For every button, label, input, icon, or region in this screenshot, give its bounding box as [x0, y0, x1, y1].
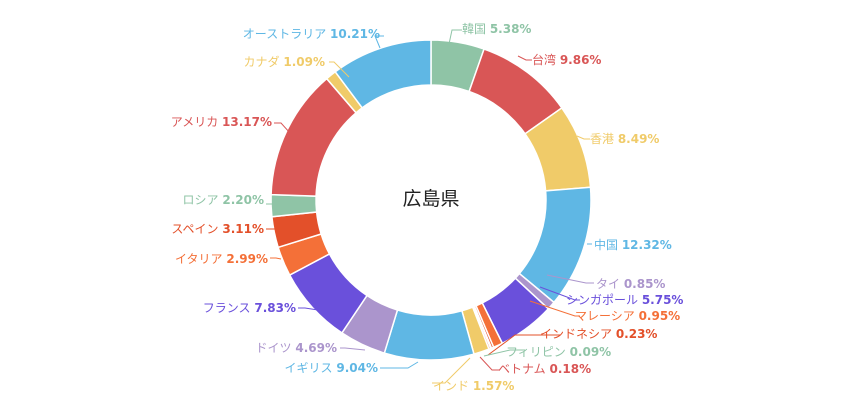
slice-label-name: ロシア: [183, 193, 223, 207]
slice-label-インド: インド 1.57%: [433, 379, 514, 393]
slice-label-percent: 13.17%: [222, 115, 272, 129]
slice-label-percent: 7.83%: [254, 301, 296, 315]
slice-label-イギリス: イギリス 9.04%: [285, 361, 378, 375]
slice-label-フランス: フランス 7.83%: [203, 301, 296, 315]
slice-label-name: フィリピン: [506, 345, 570, 359]
slice-label-name: タイ: [596, 277, 624, 291]
leader-line-ベトナム: [479, 356, 500, 371]
leader-lines: [266, 29, 594, 384]
slice-label-タイ: タイ 0.85%: [596, 277, 665, 291]
slice-label-台湾: 台湾 9.86%: [532, 52, 601, 67]
slice-label-name: 台湾: [532, 52, 560, 67]
leader-line-香港: [576, 135, 590, 140]
leader-line-シンガポール: [539, 286, 580, 301]
slice-label-ベトナム: ベトナム 0.18%: [498, 362, 591, 376]
leader-line-ドイツ: [340, 347, 366, 351]
slice-label-name: 香港: [590, 132, 618, 146]
slice-label-percent: 3.11%: [222, 222, 264, 236]
leader-line-イタリア: [270, 257, 282, 260]
slice-label-name: カナダ: [244, 54, 284, 69]
leader-line-イギリス: [380, 361, 419, 369]
slice-label-シンガポール: シンガポール 5.75%: [566, 293, 683, 307]
slice-label-name: マレーシア: [575, 309, 639, 323]
slice-label-中国: 中国 12.32%: [594, 237, 672, 252]
slice-label-percent: 5.38%: [490, 22, 532, 36]
slice-label-percent: 12.32%: [622, 238, 672, 252]
slice-label-name: ベトナム: [498, 362, 549, 376]
leader-line-マレーシア: [529, 300, 580, 317]
slice-label-percent: 0.85%: [624, 277, 666, 291]
slice-label-name: 中国: [594, 237, 622, 252]
slice-label-name: アメリカ: [171, 115, 222, 129]
slice-label-オーストラリア: オーストラリア 10.21%: [243, 27, 380, 41]
slice-label-percent: 9.04%: [336, 361, 378, 375]
slice-label-percent: 10.21%: [330, 27, 380, 41]
leader-line-フィリピン: [483, 349, 525, 357]
slice-label-カナダ: カナダ 1.09%: [244, 54, 325, 69]
slice-イギリス[interactable]: [383, 309, 475, 361]
slice-label-インドネシア: インドネシア 0.23%: [540, 327, 657, 341]
slice-label-name: ドイツ: [256, 341, 296, 355]
leader-line-アメリカ: [274, 122, 291, 134]
slice-label-percent: 0.18%: [549, 362, 591, 376]
slice-label-ドイツ: ドイツ 4.69%: [256, 341, 337, 355]
slice-label-name: フランス: [203, 301, 255, 315]
slice-label-percent: 0.95%: [639, 309, 681, 323]
slice-オーストラリア[interactable]: [334, 39, 432, 109]
slice-label-name: シンガポール: [566, 293, 642, 307]
slice-label-percent: 1.09%: [283, 55, 325, 69]
chart-title: 広島県: [402, 188, 459, 210]
leader-line-インド: [432, 357, 471, 384]
slice-label-韓国: 韓国 5.38%: [462, 22, 531, 36]
leader-line-フランス: [298, 307, 332, 313]
leader-line-カナダ: [329, 61, 350, 78]
slice-label-name: イギリス: [285, 361, 337, 375]
slice-label-アメリカ: アメリカ 13.17%: [171, 115, 272, 129]
donut-slices: [270, 39, 592, 361]
slice-label-percent: 0.09%: [570, 345, 612, 359]
slice-label-percent: 2.99%: [226, 252, 268, 266]
leader-line-タイ: [546, 274, 594, 284]
leader-line-インドネシア: [487, 334, 560, 356]
slice-label-name: インドネシア: [540, 327, 616, 341]
slice-labels: 韓国 5.38% 台湾 9.86% 香港 8.49% 中国 12.32% タイ 0.85…: [171, 22, 684, 393]
slice-label-percent: 8.49%: [618, 132, 660, 146]
slice-label-フィリピン: フィリピン 0.09%: [506, 345, 611, 359]
slice-label-percent: 1.57%: [473, 379, 515, 393]
slice-label-name: イタリア: [175, 252, 226, 266]
slice-label-percent: 5.75%: [642, 293, 684, 307]
slice-label-name: インド: [433, 379, 473, 393]
slice-label-name: オーストラリア: [243, 27, 330, 41]
slice-label-name: スペイン: [171, 222, 222, 236]
slice-label-香港: 香港 8.49%: [590, 132, 659, 146]
leader-line-台湾: [517, 55, 532, 61]
slice-label-percent: 9.86%: [560, 53, 602, 67]
slice-label-name: 韓国: [462, 22, 490, 36]
leader-line-オーストラリア: [374, 35, 384, 49]
slice-label-percent: 0.23%: [616, 327, 658, 341]
slice-label-イタリア: イタリア 2.99%: [175, 252, 268, 266]
slice-label-マレーシア: マレーシア 0.95%: [575, 309, 680, 323]
slice-label-スペイン: スペイン 3.11%: [171, 222, 264, 236]
slice-label-percent: 4.69%: [295, 341, 337, 355]
slice-label-percent: 2.20%: [222, 193, 264, 207]
slice-ロシア[interactable]: [270, 193, 318, 218]
leader-line-韓国: [448, 29, 462, 45]
slice-label-ロシア: ロシア 2.20%: [183, 193, 264, 207]
